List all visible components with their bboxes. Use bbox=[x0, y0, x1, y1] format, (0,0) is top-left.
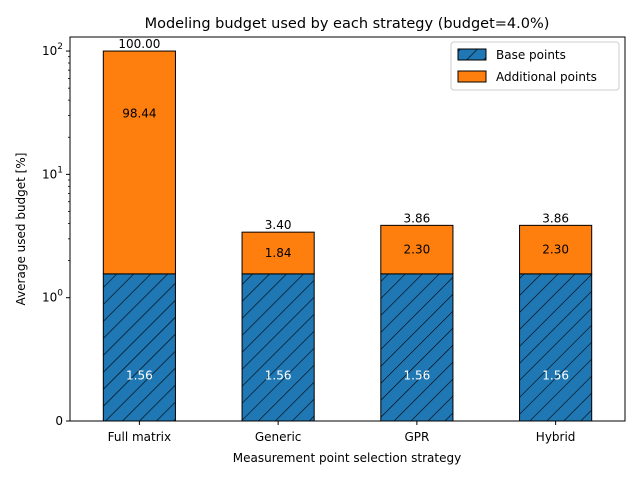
value-labels-layer: 1.56 98.44 100.00 1.56 1.84 3.40 1.56 2.30 3.86 1… bbox=[118, 37, 569, 382]
bar-additional-points-full-matrix bbox=[102, 50, 176, 275]
segment-label-additional-points-hybrid: 2.30 bbox=[542, 243, 569, 257]
y-tick-label: 102 bbox=[42, 42, 63, 58]
total-label-hybrid: 3.86 bbox=[542, 211, 569, 225]
segment-label-additional-points-generic: 1.84 bbox=[265, 246, 292, 260]
segment-label-base-points-generic: 1.56 bbox=[265, 368, 292, 382]
total-label-generic: 3.40 bbox=[265, 218, 292, 232]
bar-base-points-gpr bbox=[380, 273, 454, 422]
x-axis: Full matrix Generic GPR Hybrid bbox=[108, 421, 576, 444]
legend-swatch-base-points bbox=[457, 48, 487, 61]
segment-label-base-points-full-matrix: 1.56 bbox=[126, 368, 153, 382]
x-tick-label-hybrid: Hybrid bbox=[536, 430, 576, 444]
x-tick-label-full-matrix: Full matrix bbox=[108, 430, 171, 444]
bar-base-points-full-matrix bbox=[102, 273, 176, 422]
y-axis-label: Average used budget [%] bbox=[14, 153, 28, 306]
segment-label-additional-points-gpr: 2.30 bbox=[404, 243, 431, 257]
legend-box bbox=[450, 41, 620, 91]
x-axis-label: Measurement point selection strategy bbox=[233, 451, 461, 465]
plot-frame bbox=[69, 36, 626, 422]
total-label-gpr: 3.86 bbox=[404, 211, 431, 225]
legend-label-additional-points: Additional points bbox=[496, 70, 597, 84]
legend: Base points Additional points bbox=[450, 41, 620, 91]
bar-base-points-generic bbox=[241, 273, 315, 422]
bar-additional-points-generic bbox=[241, 231, 315, 275]
y-tick-label: 0 bbox=[55, 414, 63, 428]
bars-layer bbox=[102, 50, 593, 422]
bar-additional-points-hybrid bbox=[519, 224, 593, 275]
segment-label-base-points-gpr: 1.56 bbox=[404, 368, 431, 382]
total-label-full-matrix: 100.00 bbox=[118, 37, 160, 51]
legend-swatch-additional-points bbox=[457, 70, 487, 83]
x-tick-label-gpr: GPR bbox=[404, 430, 429, 444]
y-tick-label: 101 bbox=[42, 165, 63, 181]
segment-label-base-points-hybrid: 1.56 bbox=[542, 368, 569, 382]
y-axis: 0 100 101 102 bbox=[42, 42, 70, 428]
chart-title: Modeling budget used by each strategy (b… bbox=[145, 16, 550, 32]
bar-additional-points-gpr bbox=[380, 224, 454, 275]
x-tick-label-generic: Generic bbox=[255, 430, 302, 444]
segment-label-additional-points-full-matrix: 98.44 bbox=[122, 106, 156, 120]
bar-base-points-hybrid bbox=[519, 273, 593, 422]
y-tick-label: 100 bbox=[42, 289, 63, 305]
legend-label-base-points: Base points bbox=[496, 48, 566, 62]
